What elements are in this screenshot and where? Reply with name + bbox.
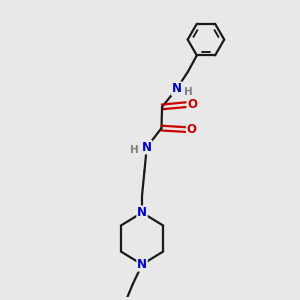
Text: O: O — [187, 98, 197, 111]
Text: H: H — [130, 145, 139, 155]
Text: N: N — [142, 141, 152, 154]
Text: N: N — [137, 206, 147, 219]
Text: H: H — [184, 87, 193, 97]
Text: N: N — [172, 82, 182, 95]
Text: N: N — [137, 258, 147, 271]
Text: O: O — [187, 123, 196, 136]
